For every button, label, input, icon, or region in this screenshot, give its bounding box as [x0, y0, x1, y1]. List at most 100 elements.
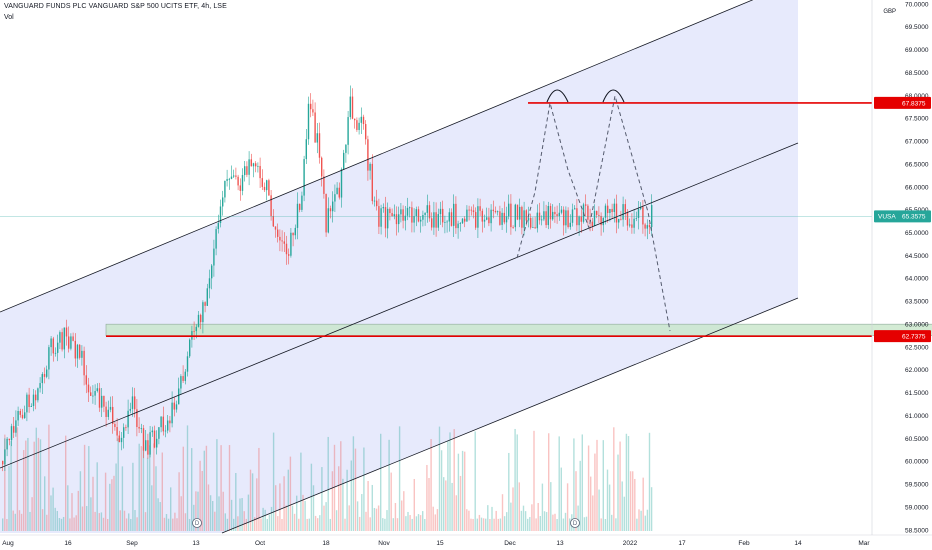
volume-bar	[260, 518, 262, 531]
candle-body	[501, 212, 503, 225]
volume-bar	[46, 514, 48, 531]
volume-bar	[279, 483, 281, 531]
candle-body	[151, 430, 153, 433]
volume-bar	[209, 495, 212, 531]
price-axis-tick: 63.0000	[905, 321, 929, 328]
volume-bar	[480, 517, 483, 531]
candle-body	[618, 218, 620, 223]
volume-bar	[176, 518, 178, 531]
volume-bar	[50, 495, 52, 531]
support-zone	[105, 323, 932, 336]
support-price-tag-label: 62.7375	[902, 334, 926, 341]
volume-bar	[256, 478, 258, 531]
candle-body	[431, 218, 433, 228]
candle-body	[343, 152, 345, 170]
candle-body	[81, 350, 83, 358]
candle-body	[98, 388, 101, 408]
candle-body	[19, 410, 21, 415]
volume-bar	[375, 508, 378, 531]
candle-body	[76, 344, 79, 359]
candle-body	[94, 390, 96, 396]
candle-body	[182, 376, 184, 381]
volume-bar	[220, 445, 222, 531]
candle-body	[549, 206, 552, 220]
volume-bar	[207, 484, 210, 531]
candle-body	[299, 203, 301, 210]
candle-body	[283, 241, 285, 244]
time-axis-tick: Dec	[504, 540, 516, 547]
volume-bar	[541, 483, 544, 531]
candle-body	[241, 175, 244, 191]
candle-body	[74, 340, 76, 359]
volume-bar	[71, 493, 73, 531]
candle-body	[631, 224, 633, 228]
support-price-tag-bg	[874, 330, 931, 343]
candle-body	[252, 163, 255, 167]
candle-body	[384, 207, 387, 229]
candle-body	[607, 205, 609, 214]
candle-body	[593, 210, 596, 226]
candle-body	[138, 426, 140, 429]
candle-body	[323, 176, 325, 194]
currency-label: GBP	[883, 9, 896, 15]
volume-bar	[472, 518, 474, 531]
volume-bar	[386, 510, 388, 531]
volume-bar	[94, 511, 96, 531]
volume-bar	[401, 500, 403, 531]
volume-bar	[558, 436, 560, 531]
volume-bar	[314, 515, 317, 531]
candle-body	[48, 347, 50, 370]
candle-body	[39, 383, 41, 389]
volume-bar	[636, 518, 638, 531]
candle-body	[10, 426, 13, 441]
volume-bar	[644, 515, 646, 531]
candles	[2, 85, 653, 472]
candle-body	[17, 410, 19, 421]
candle-body	[226, 179, 228, 181]
volume-bar	[35, 427, 37, 531]
candle-body	[362, 116, 365, 125]
price-axis-tick: 60.5000	[905, 436, 929, 443]
volume-bar	[575, 471, 577, 531]
volume-bar	[113, 475, 115, 531]
candle-body	[400, 209, 402, 215]
candle-body	[222, 197, 224, 207]
volume-bar	[503, 516, 506, 531]
candle-body	[180, 376, 182, 389]
volume-bar	[615, 518, 617, 531]
candle-body	[129, 408, 131, 411]
candle-body	[131, 396, 134, 409]
volume-bar	[119, 510, 121, 531]
volume-bar	[54, 507, 56, 531]
price-axis-tick: 68.0000	[905, 93, 929, 100]
time-axis-tick: 17	[678, 540, 686, 547]
candle-body	[35, 394, 37, 401]
candle-body	[189, 339, 191, 357]
candle-body	[455, 203, 457, 229]
volume-bar	[20, 513, 23, 531]
candle-body	[404, 215, 406, 221]
volume-bar	[478, 514, 481, 531]
candle-body	[512, 227, 514, 228]
candle-body	[563, 209, 565, 226]
candle-body	[519, 206, 521, 220]
candle-body	[420, 219, 422, 222]
candle-body	[70, 336, 72, 349]
volume-bar	[14, 513, 16, 531]
candle-body	[541, 219, 543, 221]
candle-body	[633, 218, 635, 228]
price-axis-tick: 63.5000	[905, 299, 929, 306]
time-axis-tick: 18	[322, 540, 330, 547]
candle-body	[574, 208, 576, 210]
candle-body	[637, 208, 640, 219]
volume-bar	[144, 512, 147, 531]
candle-body	[413, 216, 415, 223]
candle-body	[123, 427, 125, 438]
candle-body	[422, 214, 424, 220]
volume-bar	[258, 447, 260, 531]
volume-bar	[369, 517, 371, 531]
volume-bar	[247, 494, 250, 531]
candle-body	[624, 204, 626, 213]
volume-bar	[564, 512, 567, 531]
